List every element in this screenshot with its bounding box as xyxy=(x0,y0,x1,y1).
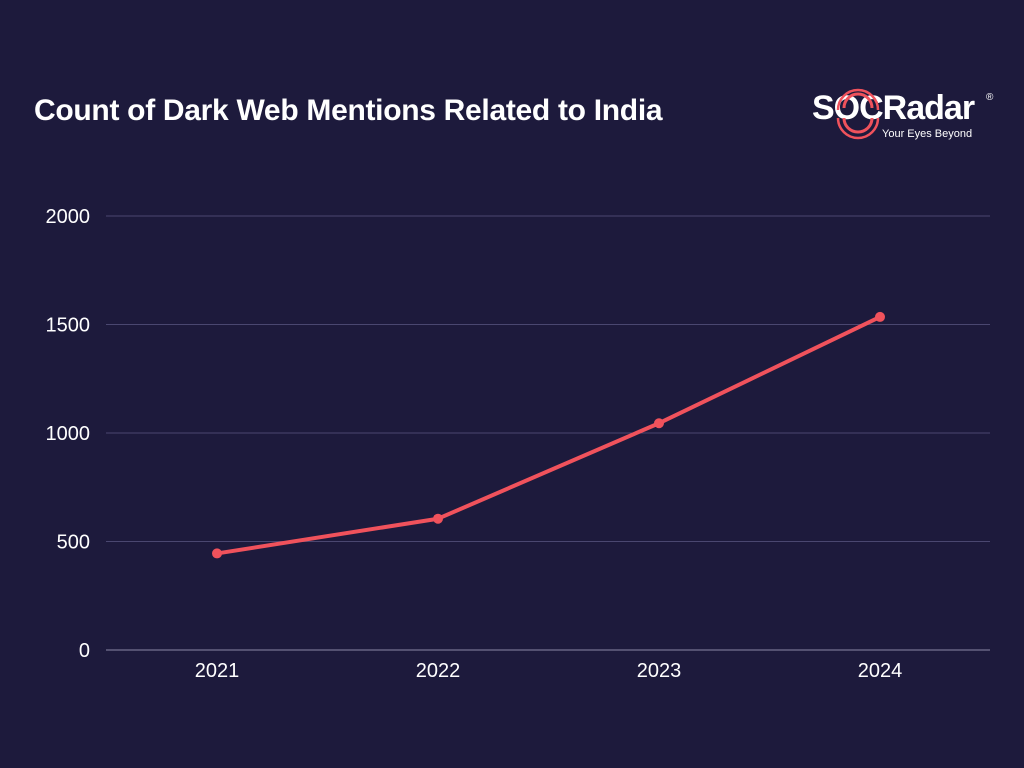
chart-title: Count of Dark Web Mentions Related to In… xyxy=(34,94,663,127)
y-tick-label: 2000 xyxy=(46,206,91,228)
y-tick-label: 1500 xyxy=(46,315,91,337)
x-tick-label: 2024 xyxy=(858,660,903,682)
data-point xyxy=(433,513,443,524)
data-point xyxy=(212,548,222,559)
grid-lines xyxy=(106,215,990,651)
data-point xyxy=(654,418,664,429)
x-axis-ticks: 2021 2022 2023 2024 xyxy=(195,660,903,682)
x-tick-label: 2021 xyxy=(195,660,240,682)
y-tick-label: 0 xyxy=(79,640,90,662)
y-tick-label: 500 xyxy=(57,532,90,554)
series-line xyxy=(215,314,882,556)
radar-rings-icon xyxy=(836,88,880,140)
logo-tagline: Your Eyes Beyond xyxy=(882,128,973,140)
socradar-logo: SOCRadar ® Your Eyes Beyond xyxy=(808,88,998,144)
x-tick-label: 2023 xyxy=(637,660,682,682)
y-tick-label: 1000 xyxy=(46,423,91,445)
y-axis-ticks: 0 500 1000 1500 2000 xyxy=(46,206,91,662)
data-point xyxy=(875,311,885,322)
logo-registered-mark: ® xyxy=(986,92,994,103)
x-tick-label: 2022 xyxy=(416,660,461,682)
series xyxy=(212,311,885,559)
